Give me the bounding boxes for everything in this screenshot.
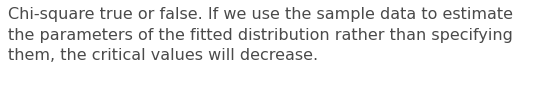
Text: Chi-square true or false. If we use the sample data to estimate
the parameters o: Chi-square true or false. If we use the … (8, 7, 513, 63)
